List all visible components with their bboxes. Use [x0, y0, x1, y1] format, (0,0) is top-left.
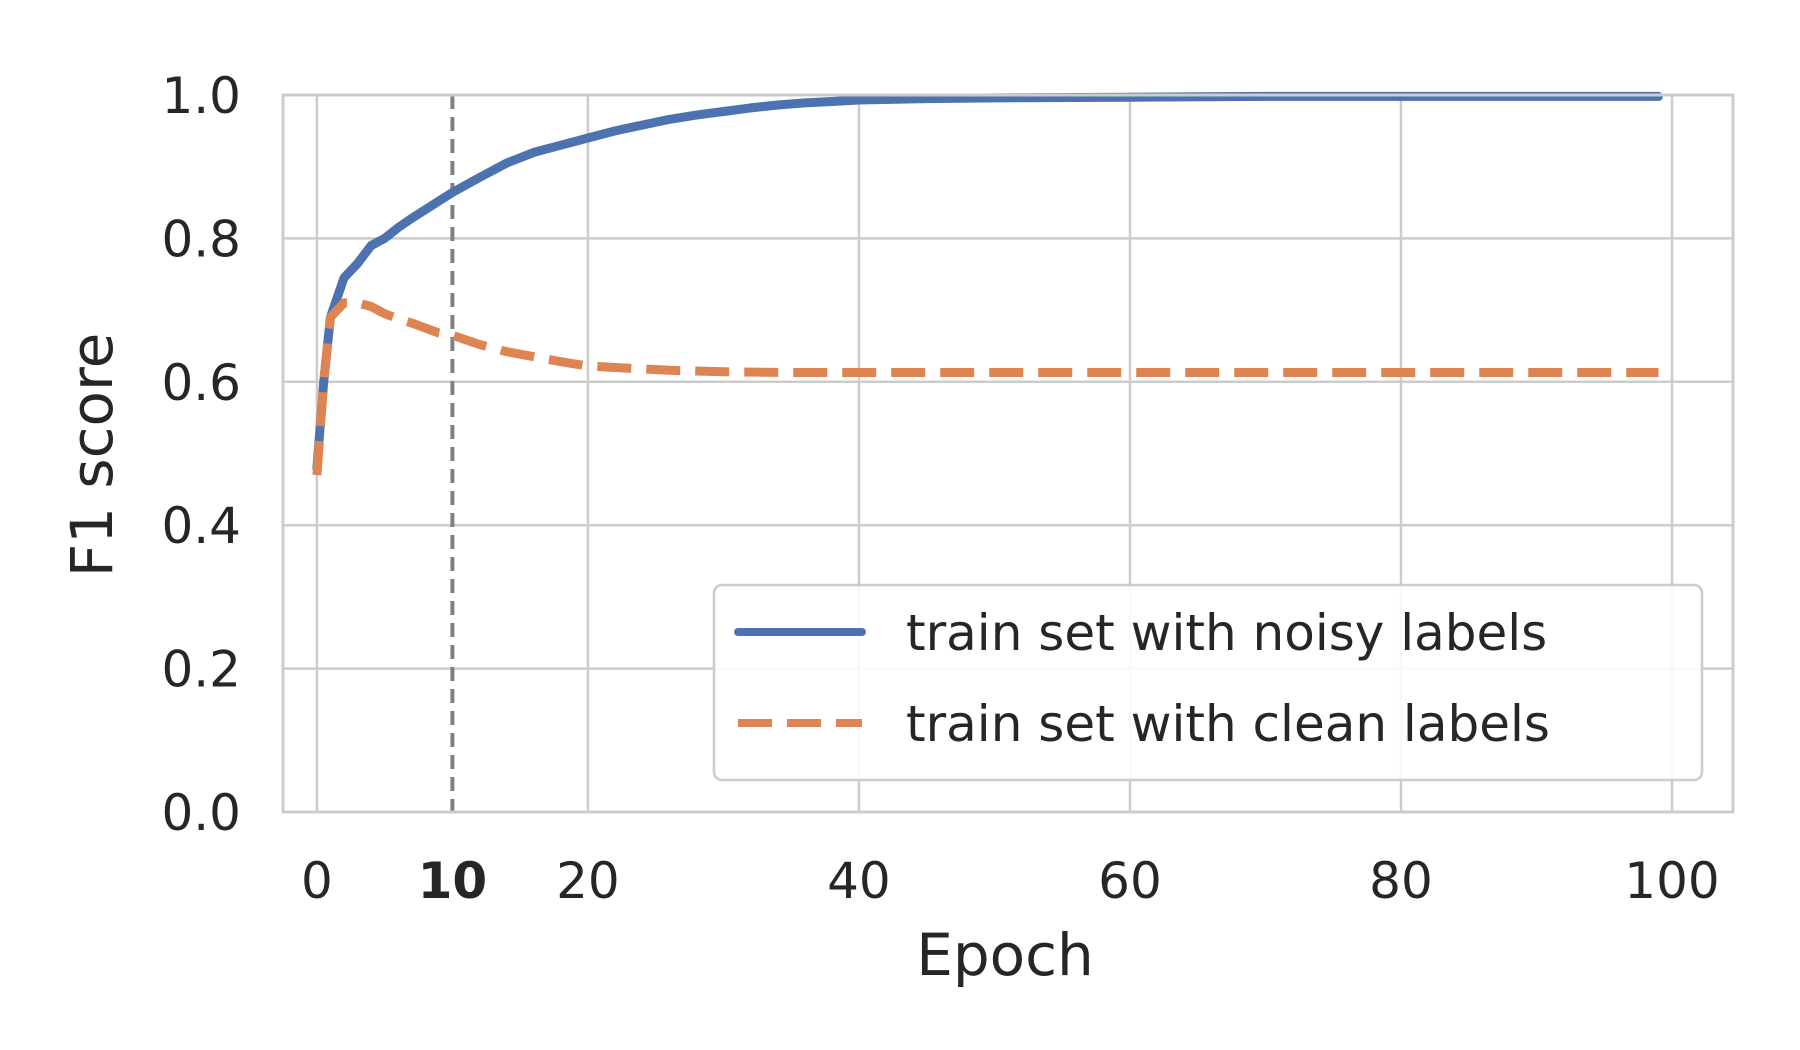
legend-label-clean: train set with clean labels: [906, 695, 1550, 753]
x-tick-labels: 0 10 20 40 60 80 100: [301, 852, 1720, 910]
x-tick-label: 80: [1369, 852, 1433, 910]
y-tick-label: 0.2: [161, 641, 241, 699]
series-line: [312, 298, 1659, 476]
y-tick-labels: 0.0 0.2 0.4 0.6 0.8 1.0: [161, 67, 241, 842]
y-tick-label: 0.6: [161, 354, 241, 412]
y-axis-label: F1 score: [58, 333, 126, 578]
x-tick-label: 0: [301, 852, 333, 910]
y-tick-label: 0.4: [161, 497, 241, 555]
legend-label-noisy: train set with noisy labels: [906, 604, 1547, 662]
x-tick-label: 100: [1624, 852, 1719, 910]
series-lines: [312, 91, 1663, 476]
x-tick-label: 40: [827, 852, 891, 910]
series-line: [312, 91, 1663, 473]
legend: train set with noisy labels train set wi…: [712, 583, 1704, 782]
legend-frame: [712, 583, 1704, 782]
x-tick-label: 60: [1098, 852, 1162, 910]
y-tick-label: 1.0: [161, 67, 241, 125]
y-tick-label: 0.8: [161, 210, 241, 268]
x-tick-label: 10: [418, 852, 488, 910]
plot-frame: [281, 93, 1735, 814]
x-tick-label: 20: [556, 852, 620, 910]
x-axis-label: Epoch: [916, 921, 1094, 989]
y-tick-label: 0.0: [161, 784, 241, 842]
